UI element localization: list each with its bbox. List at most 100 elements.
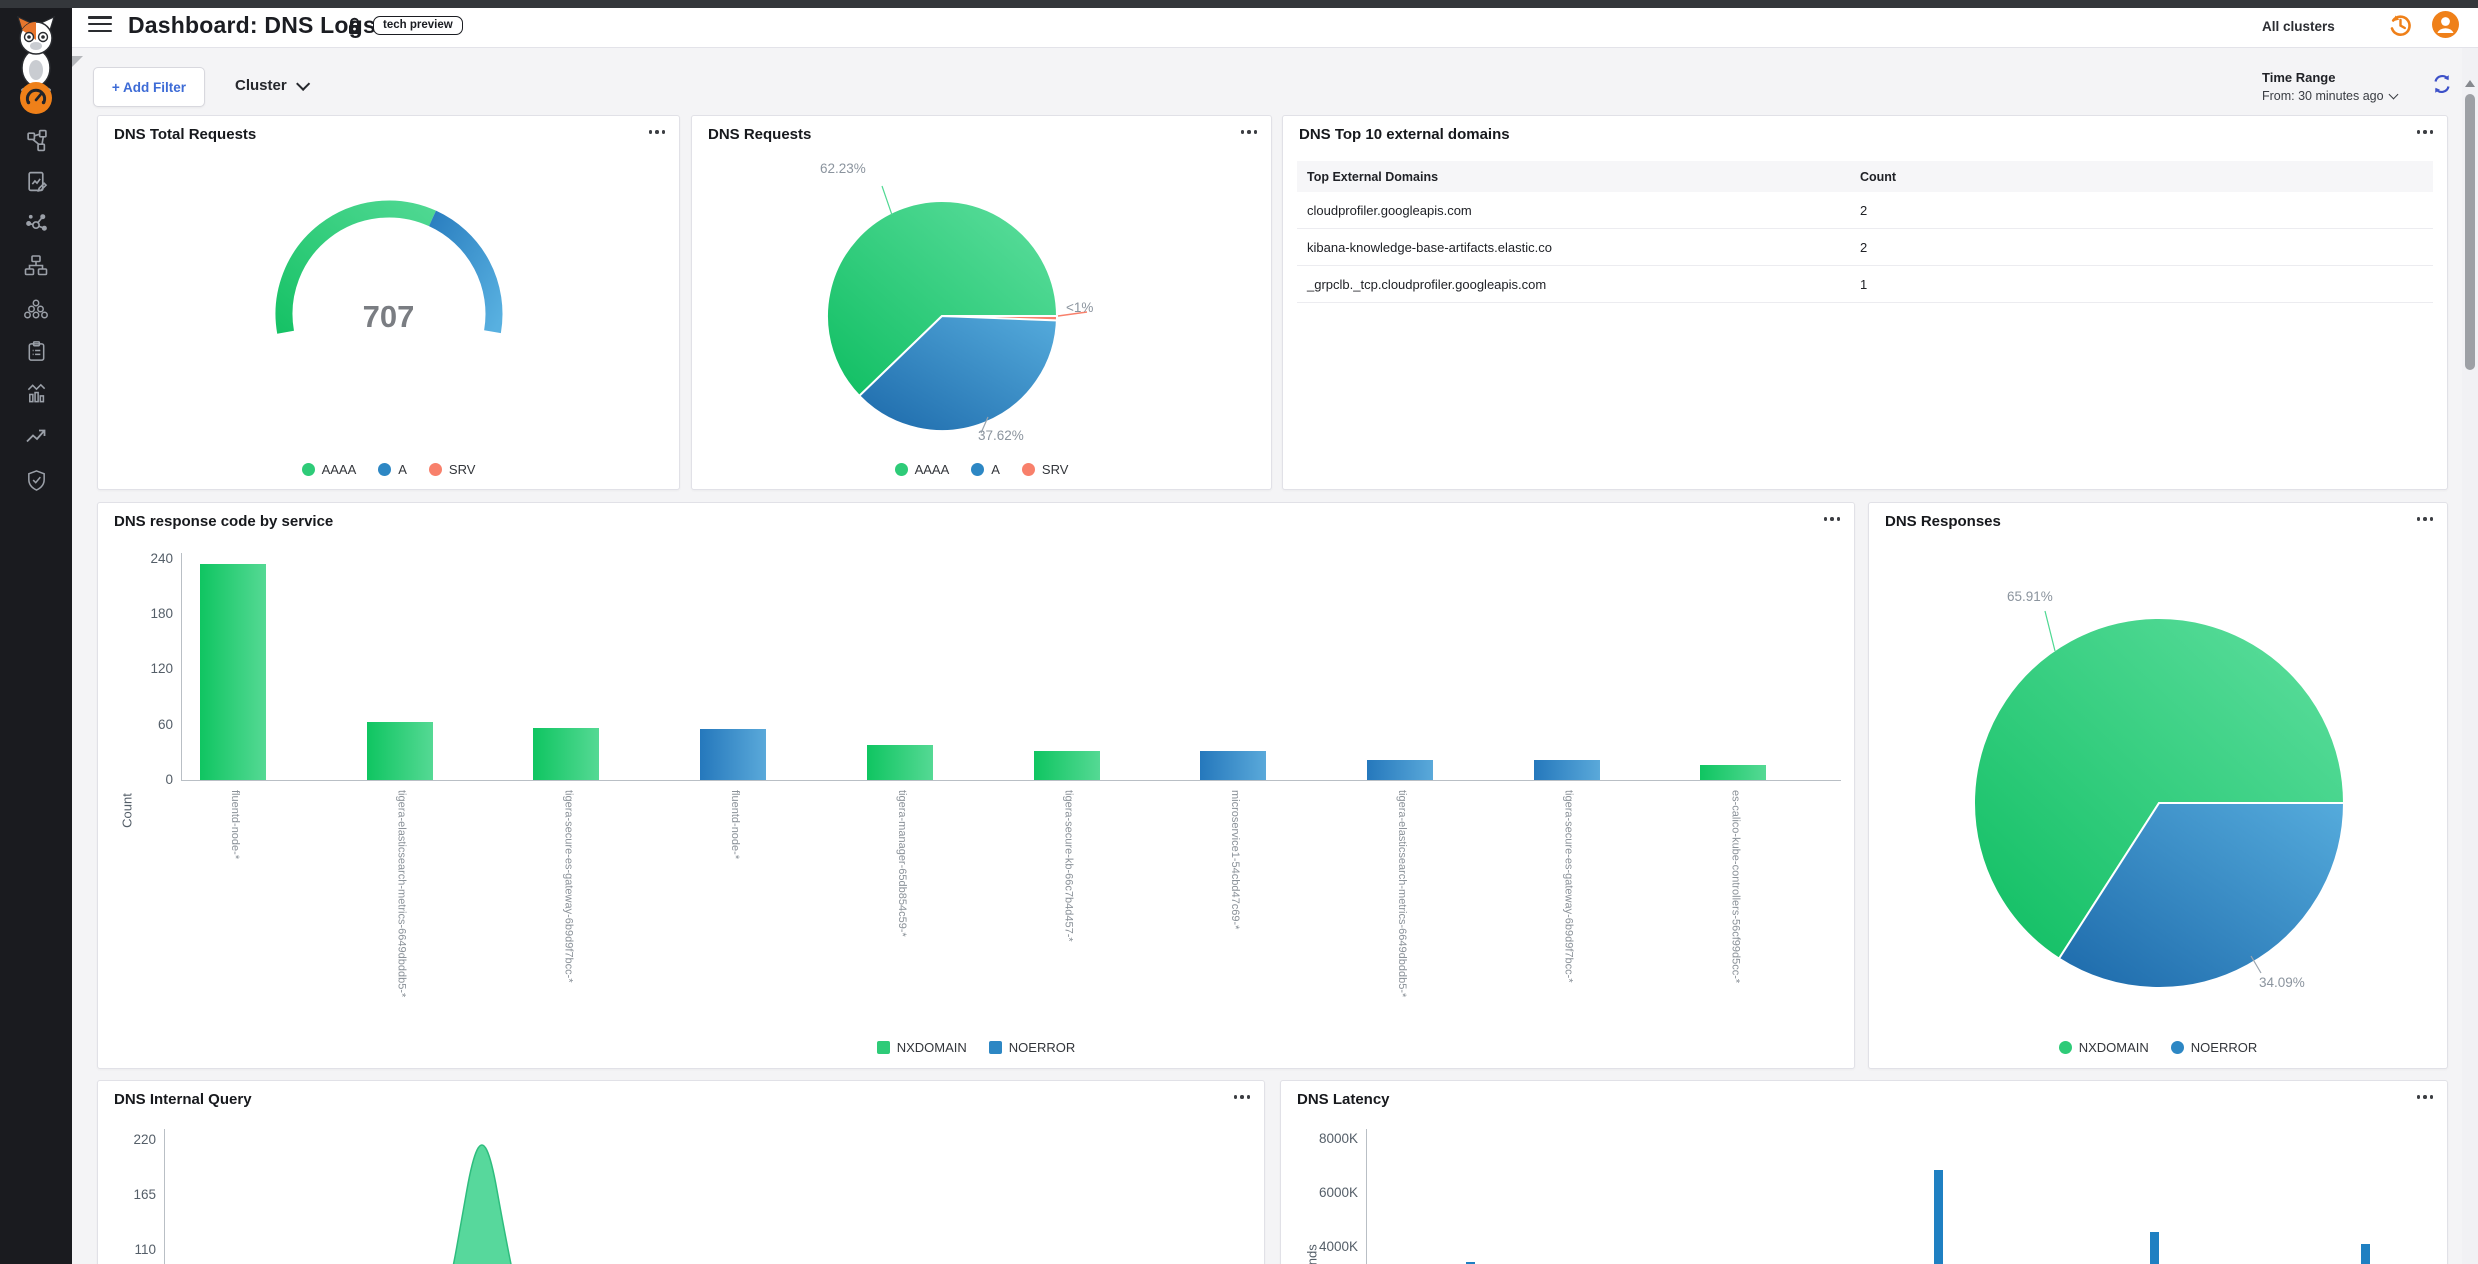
- legend-item-noerror[interactable]: NOERROR: [988, 1040, 1075, 1055]
- sidebar-item-policies[interactable]: [0, 161, 72, 201]
- bar-noerror[interactable]: [1533, 759, 1600, 780]
- gauge-segment-aaaa[interactable]: [275, 200, 436, 334]
- legend-marker: [894, 463, 908, 476]
- pie-slice-label-srv: <1%: [1066, 300, 1094, 315]
- column-header-domains: Top External Domains: [1307, 169, 1439, 184]
- legend-item-srv[interactable]: SRV: [1021, 462, 1068, 477]
- pie-slice-label-nxdomain: 65.91%: [2007, 589, 2053, 604]
- bar-noerror[interactable]: [1200, 751, 1267, 780]
- panel-dns-total-requests: DNS Total Requests 707 AAAA A SRV: [97, 115, 680, 490]
- bar-nxdomain[interactable]: [866, 745, 933, 780]
- sidebar-item-timeline[interactable]: [0, 416, 72, 456]
- service-graph-icon: [25, 213, 47, 231]
- latency-bar[interactable]: [2149, 1232, 2159, 1264]
- sidebar-item-threat-defense[interactable]: [0, 460, 72, 500]
- area-chart[interactable]: [98, 1081, 1265, 1264]
- panel-menu-button[interactable]: [2416, 1095, 2433, 1099]
- bar-nxdomain[interactable]: [533, 727, 600, 780]
- cluster-dropdown[interactable]: Cluster: [235, 76, 310, 94]
- scrollbar-up-arrow[interactable]: [2465, 80, 2475, 87]
- x-category-label: tigera-secure-es-gateway-6b9d9f7bcc-*: [562, 790, 575, 983]
- pie-slice-srv[interactable]: [941, 315, 1059, 322]
- panel-menu-button[interactable]: [2416, 517, 2433, 521]
- legend-item-a[interactable]: A: [378, 462, 407, 477]
- user-avatar[interactable]: [2432, 11, 2459, 38]
- refresh-icon[interactable]: [2431, 73, 2453, 95]
- y-axis-label: Count: [119, 793, 135, 828]
- sidebar-item-clusters[interactable]: [0, 290, 72, 330]
- x-category-label: tigera-secure-es-gateway-6b9d9f7bcc-*: [1562, 790, 1575, 983]
- window-top-strip: [0, 0, 2478, 8]
- legend-marker: [301, 463, 315, 476]
- latency-bar[interactable]: [1466, 1261, 1476, 1264]
- clusters-icon: [24, 299, 48, 319]
- pie-slice-label-noerror: 34.09%: [2259, 975, 2305, 990]
- pie-chart[interactable]: [1869, 503, 2448, 1069]
- bar-nxdomain[interactable]: [1700, 765, 1767, 780]
- legend-item-a[interactable]: A: [971, 462, 1000, 477]
- bar-noerror[interactable]: [700, 729, 767, 780]
- y-axis-line: [181, 553, 182, 781]
- time-range-selector[interactable]: Time Range From: 30 minutes ago: [2262, 70, 2399, 103]
- legend-marker: [2058, 1041, 2072, 1054]
- bar-nxdomain[interactable]: [1033, 751, 1100, 780]
- panel-title: DNS Top 10 external domains: [1299, 126, 1510, 143]
- sidebar-item-dashboard[interactable]: [0, 78, 72, 118]
- sidebar-item-network-hierarchy[interactable]: [0, 246, 72, 286]
- y-tick-label: 4000K: [1318, 1239, 1358, 1254]
- area-series[interactable]: [441, 1144, 522, 1264]
- panel-title: DNS Requests: [708, 126, 812, 143]
- chevron-down-icon: [2388, 89, 2399, 100]
- pie-slice-nxdomain[interactable]: [1973, 617, 2346, 961]
- panel-menu-button[interactable]: [1233, 1095, 1250, 1099]
- all-clusters-selector[interactable]: All clusters: [2262, 19, 2335, 34]
- legend-item-aaaa[interactable]: AAAA: [301, 462, 356, 477]
- bar-nxdomain[interactable]: [366, 721, 433, 780]
- chevron-down-icon: [295, 76, 310, 91]
- panel-menu-button[interactable]: [2416, 130, 2433, 134]
- legend-item-nxdomain[interactable]: NXDOMAIN: [2058, 1040, 2149, 1055]
- gauge-segment-a[interactable]: [428, 210, 503, 334]
- y-tick-label: 240: [150, 551, 173, 566]
- panel-menu-button[interactable]: [648, 130, 665, 134]
- legend-item-nxdomain[interactable]: NXDOMAIN: [876, 1040, 967, 1055]
- table-row[interactable]: cloudprofiler.googleapis.com 2: [1297, 192, 2433, 229]
- sidebar-item-compliance[interactable]: [0, 331, 72, 371]
- sidebar-collapse-notch[interactable]: [72, 56, 83, 67]
- bar-nxdomain[interactable]: [200, 563, 266, 780]
- table-row[interactable]: _grpclb._tcp.cloudprofiler.googleapis.co…: [1297, 266, 2433, 303]
- sidebar-item-network-topology[interactable]: [0, 120, 72, 160]
- panel-title: DNS Latency: [1297, 1091, 1390, 1108]
- latency-bar[interactable]: [1934, 1170, 1944, 1264]
- pie-slice-aaaa[interactable]: [826, 200, 1059, 398]
- legend-item-noerror[interactable]: NOERROR: [2170, 1040, 2257, 1055]
- legend-item-aaaa[interactable]: AAAA: [894, 462, 949, 477]
- bar-noerror[interactable]: [1366, 759, 1433, 780]
- pie-slice-a[interactable]: [857, 314, 1059, 432]
- legend-item-srv[interactable]: SRV: [428, 462, 475, 477]
- pie-chart[interactable]: [692, 116, 1272, 490]
- scrollbar-thumb[interactable]: [2465, 94, 2475, 370]
- menu-hamburger-button[interactable]: [88, 16, 112, 33]
- y-tick-label: 180: [150, 606, 173, 621]
- panel-menu-button[interactable]: [1240, 130, 1257, 134]
- y-tick-label: 110: [134, 1242, 156, 1257]
- sidebar-item-logs[interactable]: [0, 373, 72, 413]
- x-category-label: fluentd-node-*: [229, 790, 241, 860]
- column-header-count: Count: [1860, 169, 1897, 184]
- history-icon[interactable]: [2386, 11, 2414, 39]
- gauge-chart[interactable]: [98, 116, 680, 456]
- x-category-label: es-calico-kube-controllers-56cf99d5cc-*: [1729, 790, 1742, 984]
- cell-domain: cloudprofiler.googleapis.com: [1307, 202, 1472, 218]
- panel-menu-button[interactable]: [1823, 517, 1840, 521]
- pie-slice-noerror[interactable]: [2057, 802, 2346, 989]
- table-row[interactable]: kibana-knowledge-base-artifacts.elastic.…: [1297, 229, 2433, 266]
- x-category-label: fluentd-node-*: [729, 790, 742, 860]
- y-tick-label: 6000K: [1318, 1185, 1358, 1200]
- calico-cat-logo: [17, 15, 55, 94]
- latency-bar[interactable]: [2360, 1244, 2370, 1264]
- add-filter-button[interactable]: + Add Filter: [93, 67, 205, 107]
- cell-domain: kibana-knowledge-base-artifacts.elastic.…: [1307, 239, 1552, 255]
- cluster-dropdown-label: Cluster: [235, 77, 287, 94]
- sidebar-item-service-graph[interactable]: [0, 203, 72, 243]
